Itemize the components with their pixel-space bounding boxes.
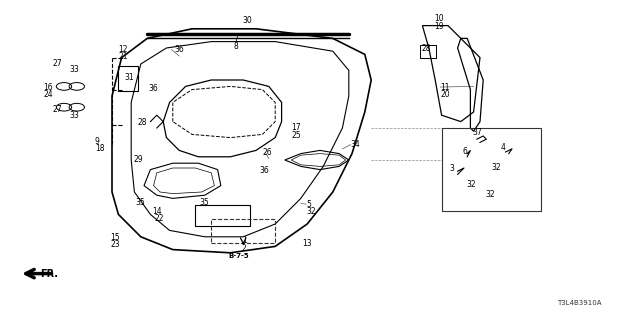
Text: 14: 14 (152, 207, 162, 216)
Text: 34: 34 (351, 140, 360, 149)
Text: 26: 26 (262, 148, 272, 157)
Text: 20: 20 (440, 90, 450, 99)
Text: 15: 15 (110, 233, 120, 242)
Text: 28: 28 (138, 118, 147, 127)
Text: 13: 13 (302, 239, 312, 248)
Text: 32: 32 (466, 180, 476, 189)
Text: 2: 2 (242, 244, 246, 253)
Text: 6: 6 (462, 147, 467, 156)
Text: FR.: FR. (40, 268, 58, 279)
Text: 36: 36 (148, 84, 158, 93)
Text: B-7-5: B-7-5 (228, 253, 249, 259)
Text: 29: 29 (133, 155, 143, 164)
Text: 16: 16 (44, 83, 53, 92)
Text: 27: 27 (52, 59, 62, 68)
Text: 17: 17 (291, 123, 301, 132)
Text: 4: 4 (500, 143, 506, 152)
Text: 10: 10 (434, 14, 444, 23)
Text: 33: 33 (69, 65, 79, 74)
Text: 11: 11 (440, 83, 450, 92)
Text: 7: 7 (234, 35, 239, 44)
Text: 36: 36 (259, 166, 269, 175)
Text: 12: 12 (118, 45, 128, 54)
Text: 28: 28 (421, 44, 431, 53)
Text: 19: 19 (434, 22, 444, 31)
Bar (420, 45, 436, 58)
Bar (442, 128, 541, 211)
Text: 8: 8 (234, 42, 238, 51)
Text: 5: 5 (306, 200, 311, 209)
Text: T3L4B3910A: T3L4B3910A (557, 300, 602, 306)
Bar (211, 219, 275, 243)
Text: 9: 9 (95, 137, 100, 146)
Text: 3: 3 (449, 164, 454, 173)
Text: 25: 25 (291, 131, 301, 140)
Text: 22: 22 (155, 214, 164, 223)
Bar (118, 66, 138, 91)
Text: 31: 31 (125, 73, 134, 82)
Text: 30: 30 (242, 16, 252, 25)
Text: 24: 24 (44, 90, 53, 99)
Text: 23: 23 (110, 240, 120, 249)
Text: 36: 36 (174, 45, 184, 54)
Text: 21: 21 (118, 52, 128, 61)
Text: 27: 27 (52, 105, 62, 114)
Text: 32: 32 (306, 207, 316, 216)
Text: 37: 37 (472, 128, 482, 137)
Text: 18: 18 (95, 144, 104, 153)
Bar (195, 205, 250, 226)
Text: 1: 1 (242, 236, 246, 245)
Text: 32: 32 (485, 190, 495, 199)
Text: 32: 32 (492, 163, 501, 172)
Text: 35: 35 (136, 198, 145, 207)
Text: 33: 33 (69, 111, 79, 120)
Text: 35: 35 (200, 198, 209, 207)
